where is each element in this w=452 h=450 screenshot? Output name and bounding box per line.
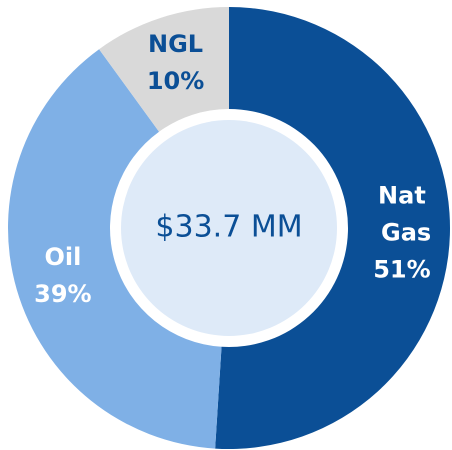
category-label: Oil [44,243,81,271]
value-label: 51% [373,255,430,283]
value-label: 10% [147,67,204,95]
slice [7,49,222,449]
category-label: Nat Gas [373,181,432,246]
category-label: NGL [148,30,203,58]
slices [7,7,451,449]
value-label: 39% [34,280,91,308]
slice [99,7,229,132]
center-label: $33.7 MM [155,210,302,245]
labels: Nat Gas 51% Oil 39% NGL 10% [34,30,431,308]
slice [215,7,451,449]
center-disc [121,120,337,336]
